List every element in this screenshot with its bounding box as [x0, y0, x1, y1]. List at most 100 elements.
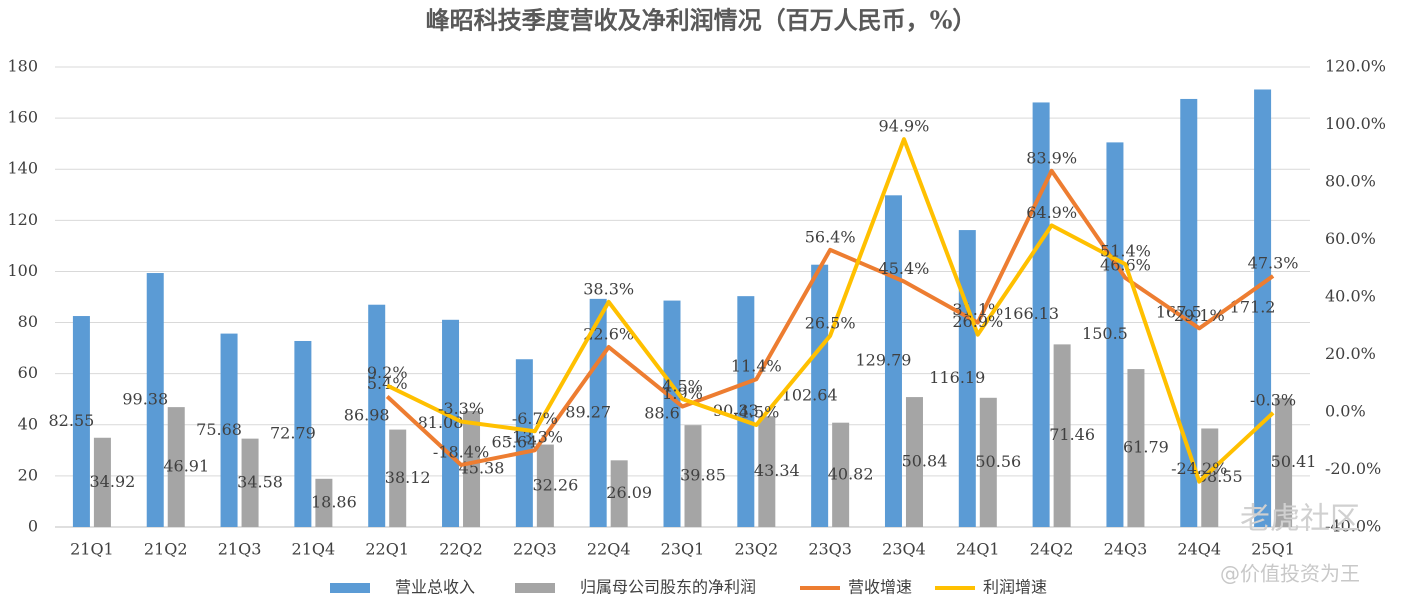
bar — [811, 264, 829, 527]
x-tick-label: 24Q2 — [1030, 540, 1074, 559]
bar — [610, 460, 628, 527]
chart-title: 峰昭科技季度营收及净利润情况（百万人民币，%） — [426, 6, 977, 35]
data-label: 71.46 — [1049, 425, 1095, 444]
bar — [958, 230, 976, 527]
x-tick-label: 22Q2 — [439, 540, 483, 559]
data-label: -24.2% — [1171, 459, 1227, 478]
y2-tick-label: 40.0% — [1325, 287, 1376, 306]
bar — [294, 340, 312, 527]
x-tick-label: 21Q3 — [218, 540, 262, 559]
data-label: 46.91 — [163, 457, 209, 476]
x-tick-label: 24Q1 — [956, 540, 1000, 559]
data-label: 32.26 — [532, 475, 578, 494]
y-tick-label: 180 — [7, 57, 38, 76]
x-tick-label: 23Q2 — [734, 540, 778, 559]
bar — [684, 425, 702, 527]
data-label: 56.4% — [805, 227, 856, 246]
watermark: @价值投资为王 — [1220, 562, 1360, 586]
line — [385, 168, 1275, 467]
legend-label: 利润增速 — [983, 578, 1047, 597]
y-tick-label: 60 — [18, 363, 38, 382]
x-tick-label: 21Q4 — [292, 540, 336, 559]
bar — [515, 359, 533, 527]
y2-tick-label: 0.0% — [1325, 402, 1366, 421]
data-label: 47.3% — [1248, 254, 1299, 273]
bar — [93, 437, 111, 527]
y-tick-label: 0 — [28, 517, 38, 536]
bar — [442, 319, 460, 527]
bar — [832, 422, 850, 527]
bar — [1180, 98, 1198, 527]
y-tick-label: 80 — [18, 312, 38, 331]
y2-tick-label: 100.0% — [1325, 114, 1386, 133]
watermark: 老虎社区 — [1240, 502, 1360, 537]
y2-tick-label: -40.0% — [1325, 517, 1381, 536]
data-label: 5.4% — [367, 374, 408, 393]
x-tick-label: 22Q1 — [365, 540, 409, 559]
y-tick-label: 160 — [7, 108, 38, 127]
data-label: 34.92 — [90, 472, 136, 491]
data-label: 94.9% — [879, 117, 930, 136]
data-label: 75.68 — [196, 420, 242, 439]
bar — [389, 429, 407, 527]
data-label: 26.9% — [952, 312, 1003, 331]
bar — [536, 444, 554, 527]
data-label: 83.9% — [1026, 148, 1077, 167]
data-label: 4.5% — [662, 377, 703, 396]
x-tick-label: 22Q3 — [513, 540, 557, 559]
data-label: 45.4% — [879, 259, 930, 278]
data-label: 50.56 — [975, 452, 1021, 471]
bar — [241, 438, 259, 527]
data-label: 65.64 — [491, 433, 537, 452]
x-tick-label: 24Q3 — [1104, 540, 1148, 559]
x-tick-label: 22Q4 — [587, 540, 631, 559]
data-label: -18.4% — [433, 442, 489, 461]
bar — [1201, 428, 1219, 527]
data-label: 129.79 — [855, 351, 911, 370]
data-label: 29.1% — [1174, 306, 1225, 325]
data-label: 99.38 — [122, 390, 168, 409]
bar — [979, 397, 997, 527]
bar — [315, 478, 333, 527]
data-label: 11.4% — [731, 357, 782, 376]
data-label: 150.5 — [1082, 324, 1128, 343]
legend-label: 营收增速 — [848, 578, 912, 597]
data-label: -13.3% — [507, 428, 563, 447]
data-label: 51.4% — [1100, 242, 1151, 261]
bar — [1106, 142, 1124, 527]
data-label: 40.82 — [828, 464, 874, 483]
y-tick-label: 20 — [18, 465, 38, 484]
data-label: 34.58 — [237, 472, 283, 491]
bar — [758, 416, 776, 527]
x-tick-label: 21Q1 — [70, 540, 114, 559]
data-label: 39.85 — [680, 466, 726, 485]
bar — [72, 316, 90, 527]
y2-tick-label: 120.0% — [1325, 57, 1386, 76]
bar — [167, 407, 185, 527]
data-label: 86.98 — [344, 405, 390, 424]
x-tick-label: 21Q2 — [144, 540, 188, 559]
y-tick-label: 100 — [7, 261, 38, 280]
data-label: 26.09 — [606, 483, 652, 502]
bar — [1032, 102, 1050, 527]
y2-tick-label: 20.0% — [1325, 344, 1376, 363]
data-label: -0.3% — [1250, 390, 1296, 409]
x-tick-label: 24Q4 — [1177, 540, 1221, 559]
bar — [737, 296, 755, 527]
data-label: 61.79 — [1123, 438, 1169, 457]
data-label: 72.79 — [270, 423, 316, 442]
x-tick-label: 23Q4 — [882, 540, 926, 559]
data-label: 50.41 — [1271, 452, 1317, 471]
data-label: -3.3% — [438, 399, 484, 418]
y2-tick-label: -20.0% — [1325, 459, 1381, 478]
data-label: 171.2 — [1230, 298, 1276, 317]
data-label: 18.86 — [311, 492, 357, 511]
data-label: 82.55 — [49, 411, 95, 430]
line — [386, 137, 1275, 484]
data-label: 102.64 — [782, 385, 838, 404]
legend-label: 营业总收入 — [395, 578, 475, 597]
legend-label: 归属母公司股东的净利润 — [580, 578, 756, 597]
data-label: 26.5% — [805, 313, 856, 332]
bar — [146, 273, 164, 527]
